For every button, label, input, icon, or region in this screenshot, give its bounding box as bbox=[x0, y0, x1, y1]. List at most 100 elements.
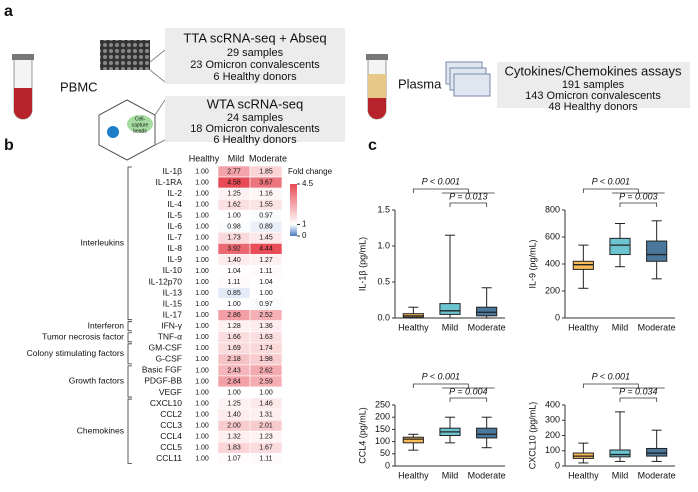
box-line: 191 samples bbox=[562, 79, 625, 91]
cell-label: 1.00 bbox=[195, 224, 209, 231]
x-tick-label: Mild bbox=[612, 322, 629, 332]
cell-label: 1.74 bbox=[259, 345, 273, 352]
cell-label: 1.31 bbox=[259, 411, 273, 418]
cell-label: 1.00 bbox=[259, 290, 273, 297]
x-tick-label: Healthy bbox=[568, 322, 599, 332]
x-tick-label: Mild bbox=[612, 470, 629, 480]
cell-label: 1.62 bbox=[227, 202, 241, 209]
y-tick-label: 400 bbox=[545, 258, 560, 268]
box-line: 6 Healthy donors bbox=[213, 71, 297, 83]
box-title: Cytokines/Chemokines assays bbox=[504, 63, 682, 78]
cell-label: 1.00 bbox=[195, 389, 209, 396]
cell-label: 1.40 bbox=[227, 257, 241, 264]
cell-label: 1.16 bbox=[259, 190, 273, 197]
box-title: WTA scRNA-seq bbox=[207, 96, 304, 111]
x-tick-label: Moderate bbox=[468, 470, 506, 480]
cell-label: 1.40 bbox=[227, 411, 241, 418]
cell-label: 1.00 bbox=[195, 202, 209, 209]
info-box bbox=[165, 28, 345, 84]
cell-label: 2.43 bbox=[227, 367, 241, 374]
box bbox=[476, 306, 498, 317]
heat-cell bbox=[249, 452, 283, 465]
row-label: IL-7 bbox=[167, 232, 182, 242]
cell-label: 1.00 bbox=[227, 213, 241, 220]
y-axis-label: CXCL10 (pg/mL) bbox=[527, 402, 537, 470]
row-label: PDGF-BB bbox=[144, 376, 182, 386]
cell-label: 1.00 bbox=[195, 279, 209, 286]
cell-image bbox=[100, 40, 150, 70]
box bbox=[609, 449, 631, 458]
panel-label: b bbox=[4, 137, 14, 154]
group-bracket bbox=[127, 365, 132, 398]
x-tick-label: Healthy bbox=[398, 470, 429, 480]
bracket bbox=[619, 202, 658, 207]
cell-label: 1.32 bbox=[227, 434, 241, 441]
row-label: CCL5 bbox=[160, 442, 182, 452]
cell-label: 1.11 bbox=[259, 268, 272, 275]
cell-label: 2.01 bbox=[259, 423, 273, 430]
bead-label: Cell- bbox=[135, 116, 146, 122]
row-label: IL-1β bbox=[162, 166, 182, 176]
cell-label: 1.36 bbox=[259, 323, 273, 330]
box-line: 23 Omicron convalescents bbox=[190, 59, 320, 71]
row-label: CCL3 bbox=[160, 420, 182, 430]
cell-label: 1.00 bbox=[195, 213, 209, 220]
y-tick-label: 400 bbox=[545, 399, 560, 409]
panel-label: a bbox=[4, 3, 13, 20]
bead-label: beads bbox=[133, 128, 147, 134]
cell-label: 1.67 bbox=[259, 445, 273, 452]
y-tick-label: 0 bbox=[555, 460, 560, 470]
tube bbox=[12, 54, 34, 120]
cell-label: 1.04 bbox=[227, 268, 241, 275]
cell-label: 1.00 bbox=[227, 389, 241, 396]
column-label: Mild bbox=[228, 153, 245, 163]
cell-label: 2.59 bbox=[259, 378, 273, 385]
p-value: P < 0.001 bbox=[592, 371, 630, 381]
cell-label: 1.73 bbox=[227, 235, 241, 242]
cell-label: 1.00 bbox=[195, 235, 209, 242]
box bbox=[439, 303, 461, 315]
cell-label: 1.00 bbox=[195, 367, 209, 374]
cell-label: 1.85 bbox=[259, 168, 273, 175]
cell-label: 0.97 bbox=[259, 213, 273, 220]
box-title: TTA scRNA-seq + Abseq bbox=[183, 30, 326, 45]
y-tick-label: 150 bbox=[375, 424, 390, 434]
cell-label: 1.11 bbox=[259, 456, 272, 463]
cell-label: 1.00 bbox=[195, 345, 209, 352]
row-label: IL-1RA bbox=[156, 177, 183, 187]
column-label: Moderate bbox=[249, 153, 287, 163]
y-tick-label: 0.0 bbox=[377, 312, 390, 322]
plates bbox=[445, 61, 491, 97]
bracket bbox=[412, 188, 469, 193]
p-value: P = 0.034 bbox=[619, 386, 657, 396]
box bbox=[646, 240, 668, 262]
cell-label: 0.85 bbox=[227, 290, 241, 297]
cell-label: 1.83 bbox=[227, 445, 241, 452]
cell-label: 1.28 bbox=[227, 323, 241, 330]
cell-label: 1.00 bbox=[227, 301, 241, 308]
group-label: Tumor necrosis factor bbox=[42, 332, 124, 342]
y-tick-label: 800 bbox=[545, 204, 560, 214]
cell-label: 4.58 bbox=[227, 179, 241, 186]
y-tick-label: 100 bbox=[375, 436, 390, 446]
box bbox=[572, 260, 594, 270]
y-tick-label: 300 bbox=[545, 415, 560, 425]
row-label: CCL11 bbox=[156, 453, 182, 463]
x-tick-label: Mild bbox=[442, 322, 459, 332]
box bbox=[646, 447, 668, 457]
cell-label: 2.18 bbox=[227, 356, 241, 363]
x-tick-label: Moderate bbox=[638, 470, 676, 480]
x-tick-label: Healthy bbox=[398, 322, 429, 332]
group-label: Interleukins bbox=[81, 238, 124, 248]
cell-label: 0.97 bbox=[259, 301, 273, 308]
group-bracket bbox=[127, 166, 132, 321]
cell-label: 1.25 bbox=[227, 190, 241, 197]
cell-label: 2.62 bbox=[259, 367, 273, 374]
group-label: Growth factors bbox=[69, 376, 124, 386]
y-tick-label: 200 bbox=[545, 285, 560, 295]
y-tick-label: 0.5 bbox=[377, 276, 390, 286]
box-line: 48 Healthy donors bbox=[548, 101, 638, 113]
bracket bbox=[449, 397, 488, 402]
cell-label: 1.00 bbox=[195, 246, 209, 253]
colorbar-tick-label: 0 bbox=[302, 231, 307, 240]
